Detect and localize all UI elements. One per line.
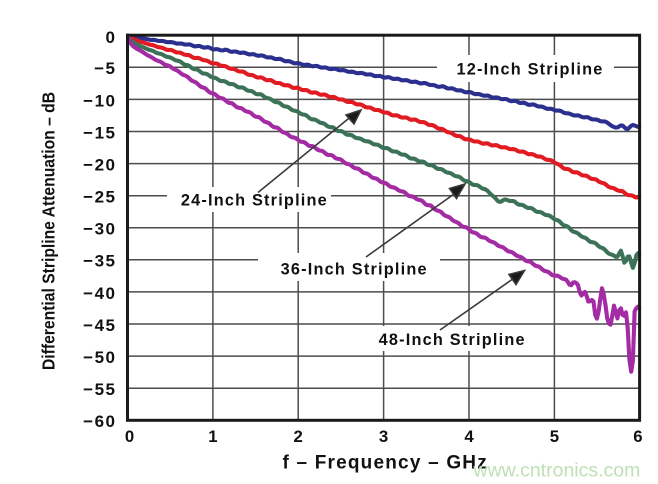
svg-text:www.cntronics.com: www.cntronics.com [473,460,641,482]
svg-text:5: 5 [550,427,559,446]
svg-text:0: 0 [106,28,117,47]
svg-text:36-Inch Stripline: 36-Inch Stripline [281,260,428,278]
svg-text:f – Frequency – GHz: f – Frequency – GHz [282,453,487,474]
svg-text:4: 4 [464,427,474,446]
svg-text:−25: −25 [83,188,116,207]
svg-text:−60: −60 [83,412,116,431]
svg-text:−10: −10 [83,91,116,110]
svg-text:12-Inch Stripline: 12-Inch Stripline [456,61,603,79]
svg-text:−35: −35 [83,252,116,271]
svg-text:−50: −50 [83,348,116,367]
svg-text:−45: −45 [83,316,116,335]
svg-text:48-Inch Stripline: 48-Inch Stripline [379,331,526,349]
svg-text:2: 2 [294,427,303,446]
svg-text:0: 0 [125,427,134,446]
svg-text:24-Inch Stripline: 24-Inch Stripline [181,192,328,210]
svg-text:−5: −5 [94,59,116,78]
svg-text:−30: −30 [83,220,116,239]
svg-text:6: 6 [633,427,642,446]
svg-text:1: 1 [208,427,217,446]
svg-text:−20: −20 [83,156,116,175]
svg-text:−15: −15 [83,123,116,142]
svg-text:−55: −55 [83,380,116,399]
svg-text:3: 3 [379,427,388,446]
svg-text:−40: −40 [83,284,116,303]
svg-text:Differential Stripline Attenua: Differential Stripline Attenuation – dB [39,92,59,370]
